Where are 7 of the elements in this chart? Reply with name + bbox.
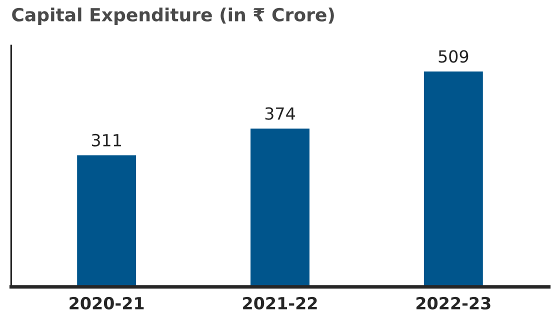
- chart-title: Capital Expenditure (in ₹ Crore): [12, 8, 334, 26]
- data-label: 509: [438, 50, 468, 63]
- x-tick-label: 2020-21: [70, 296, 144, 310]
- data-label: 374: [265, 107, 295, 120]
- x-tick-label: 2021-22: [243, 296, 317, 310]
- x-tick-label: 2022-23: [416, 296, 490, 310]
- data-label: 311: [92, 134, 121, 146]
